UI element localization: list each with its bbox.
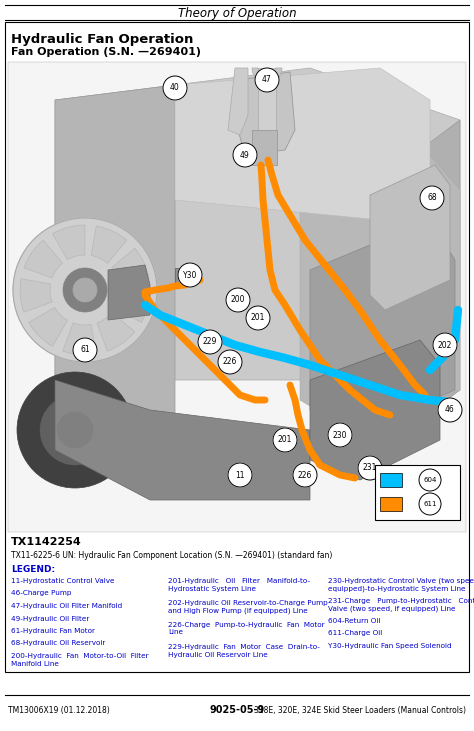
Polygon shape: [370, 165, 450, 310]
Text: 68: 68: [427, 194, 437, 202]
Wedge shape: [91, 226, 127, 263]
Polygon shape: [55, 85, 175, 430]
Text: 230-Hydrostatic Control Valve (two speed, if
equipped)-to-Hydrostatic System Lin: 230-Hydrostatic Control Valve (two speed…: [328, 578, 474, 593]
Text: 230: 230: [333, 431, 347, 439]
Polygon shape: [175, 68, 430, 220]
Text: 61: 61: [80, 346, 90, 355]
Circle shape: [438, 398, 462, 422]
Text: 47: 47: [262, 75, 272, 85]
Bar: [375, 465, 460, 520]
Polygon shape: [108, 265, 150, 320]
Circle shape: [17, 372, 133, 488]
Text: 229-Hydraulic  Fan  Motor  Case  Drain-to-
Hydraulic Oil Reservoir Line: 229-Hydraulic Fan Motor Case Drain-to- H…: [168, 644, 320, 657]
Text: 200-Hydraulic  Fan  Motor-to-Oil  Filter
Manifold Line: 200-Hydraulic Fan Motor-to-Oil Filter Ma…: [11, 653, 149, 667]
Text: 226: 226: [223, 357, 237, 366]
Text: 202-Hydraulic Oil Reservoir-to-Charge Pump
and High Flow Pump (if equipped) Line: 202-Hydraulic Oil Reservoir-to-Charge Pu…: [168, 600, 328, 614]
Circle shape: [246, 306, 270, 330]
Bar: [175, 268, 197, 284]
Circle shape: [178, 263, 202, 287]
Text: 46: 46: [445, 406, 455, 414]
Text: 49-Hydraulic Oil Filter: 49-Hydraulic Oil Filter: [11, 616, 90, 621]
Wedge shape: [63, 323, 96, 355]
Circle shape: [419, 469, 441, 491]
Text: 604-Return Oil: 604-Return Oil: [328, 618, 380, 624]
Circle shape: [13, 218, 157, 362]
Circle shape: [419, 493, 441, 515]
Text: 229: 229: [203, 338, 217, 346]
Text: 47-Hydraulic Oil Filter Manifold: 47-Hydraulic Oil Filter Manifold: [11, 603, 122, 609]
Bar: [252, 130, 277, 165]
Bar: [8, 62, 466, 532]
Text: 9025-05-9: 9025-05-9: [210, 705, 264, 715]
Polygon shape: [310, 220, 455, 430]
Circle shape: [218, 350, 242, 374]
Circle shape: [273, 428, 297, 452]
Circle shape: [228, 463, 252, 487]
Wedge shape: [115, 290, 150, 322]
Polygon shape: [380, 120, 460, 450]
Text: 318E, 320E, 324E Skid Steer Loaders (Manual Controls): 318E, 320E, 324E Skid Steer Loaders (Man…: [254, 705, 466, 714]
Text: 46-Charge Pump: 46-Charge Pump: [11, 591, 72, 596]
Circle shape: [198, 330, 222, 354]
Text: LEGEND:: LEGEND:: [11, 565, 55, 574]
Circle shape: [163, 76, 187, 100]
Polygon shape: [228, 68, 248, 135]
Circle shape: [73, 278, 97, 302]
Text: TM13006X19 (01.12.2018): TM13006X19 (01.12.2018): [8, 705, 110, 714]
Circle shape: [40, 395, 110, 465]
Polygon shape: [55, 380, 310, 500]
Text: 226: 226: [298, 471, 312, 480]
Wedge shape: [29, 308, 67, 346]
Polygon shape: [55, 68, 460, 380]
Circle shape: [63, 268, 107, 312]
Text: 68-Hydraulic Oil Reservoir: 68-Hydraulic Oil Reservoir: [11, 640, 105, 646]
Text: 49: 49: [240, 151, 250, 159]
Polygon shape: [300, 155, 460, 430]
Wedge shape: [97, 312, 135, 351]
Text: 40: 40: [170, 83, 180, 93]
Circle shape: [328, 423, 352, 447]
Text: 201: 201: [278, 436, 292, 444]
Text: 11: 11: [235, 471, 245, 480]
Text: TX1142254: TX1142254: [11, 537, 82, 547]
Text: Theory of Operation: Theory of Operation: [178, 7, 296, 20]
Bar: [380, 473, 402, 487]
Wedge shape: [252, 68, 282, 83]
Text: 231: 231: [363, 463, 377, 472]
Circle shape: [226, 288, 250, 312]
Bar: [5, 22, 469, 672]
Text: 231-Charge   Pump-to-Hydrostatic   Control
Valve (two speed, if equipped) Line: 231-Charge Pump-to-Hydrostatic Control V…: [328, 598, 474, 612]
Bar: [380, 497, 402, 511]
Text: Y30-Hydraulic Fan Speed Solenoid: Y30-Hydraulic Fan Speed Solenoid: [328, 643, 452, 649]
Text: Y30: Y30: [183, 270, 197, 279]
Text: 611: 611: [423, 501, 437, 507]
Wedge shape: [53, 225, 85, 260]
Wedge shape: [20, 279, 52, 312]
Wedge shape: [112, 249, 149, 284]
Text: 604: 604: [423, 477, 437, 483]
Text: 61-Hydraulic Fan Motor: 61-Hydraulic Fan Motor: [11, 628, 95, 634]
Circle shape: [255, 68, 279, 92]
Circle shape: [233, 143, 257, 167]
Text: 201-Hydraulic   Oil   Filter   Manifold-to-
Hydrostatic System Line: 201-Hydraulic Oil Filter Manifold-to- Hy…: [168, 578, 310, 591]
Text: 200: 200: [231, 295, 245, 305]
Text: Fan Operation (S.N. —269401): Fan Operation (S.N. —269401): [11, 47, 201, 57]
Text: TX11-6225-6 UN: Hydraulic Fan Component Location (S.N. —269401) (standard fan): TX11-6225-6 UN: Hydraulic Fan Component …: [11, 551, 332, 560]
Bar: [258, 68, 276, 153]
Text: 201: 201: [251, 314, 265, 322]
Circle shape: [293, 463, 317, 487]
Circle shape: [433, 333, 457, 357]
Polygon shape: [310, 340, 440, 480]
Circle shape: [420, 186, 444, 210]
Text: 202: 202: [438, 341, 452, 349]
Text: 11-Hydrostatic Control Valve: 11-Hydrostatic Control Valve: [11, 578, 115, 584]
Circle shape: [358, 456, 382, 480]
Circle shape: [57, 412, 93, 448]
Text: Hydraulic Fan Operation: Hydraulic Fan Operation: [11, 33, 193, 46]
Wedge shape: [24, 240, 63, 278]
Circle shape: [73, 338, 97, 362]
Text: 611-Charge Oil: 611-Charge Oil: [328, 631, 382, 637]
Text: 226-Charge  Pump-to-Hydraulic  Fan  Motor
Line: 226-Charge Pump-to-Hydraulic Fan Motor L…: [168, 622, 325, 635]
Polygon shape: [238, 72, 295, 155]
